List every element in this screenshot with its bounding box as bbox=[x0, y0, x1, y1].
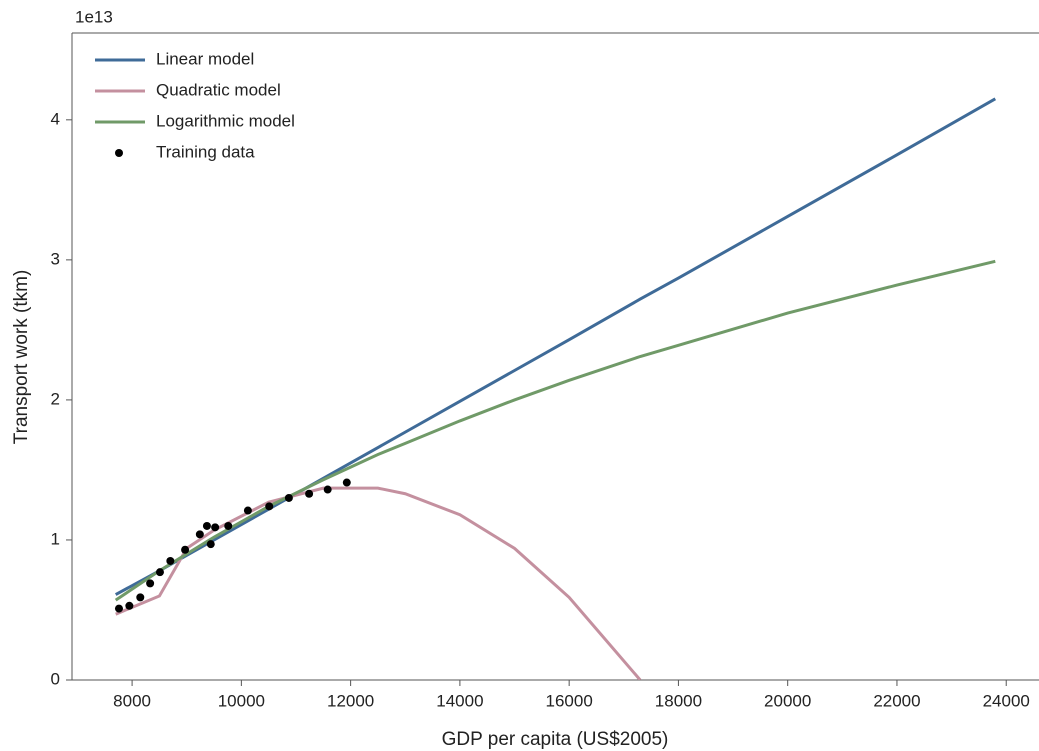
x-tick-label: 16000 bbox=[546, 691, 593, 710]
y-tick-label: 1 bbox=[51, 529, 60, 548]
y-tick-label: 4 bbox=[51, 109, 60, 128]
y-offset-label: 1e13 bbox=[75, 7, 113, 26]
data-point bbox=[181, 545, 190, 554]
data-point bbox=[146, 579, 155, 588]
y-tick-label: 3 bbox=[51, 249, 60, 268]
x-axis-label: GDP per capita (US$2005) bbox=[442, 729, 669, 750]
data-point bbox=[125, 601, 134, 610]
x-tick-label: 18000 bbox=[655, 691, 702, 710]
legend-marker bbox=[115, 149, 123, 157]
legend-label: Training data bbox=[156, 142, 255, 161]
data-point bbox=[195, 530, 204, 539]
y-tick-label: 0 bbox=[51, 669, 60, 688]
data-point bbox=[265, 502, 274, 511]
data-point bbox=[202, 521, 211, 530]
data-point bbox=[284, 493, 293, 502]
data-point bbox=[211, 523, 220, 532]
x-tick-label: 22000 bbox=[873, 691, 920, 710]
data-point bbox=[305, 489, 314, 498]
line bbox=[114, 97, 997, 596]
x-tick-label: 10000 bbox=[218, 691, 265, 710]
legend-label: Quadratic model bbox=[156, 80, 281, 99]
x-tick-label: 24000 bbox=[983, 691, 1030, 710]
y-axis-label: Transport work (tkm) bbox=[11, 270, 32, 445]
data-point bbox=[206, 540, 215, 549]
data-point bbox=[342, 478, 351, 487]
x-tick-label: 20000 bbox=[764, 691, 811, 710]
data-point bbox=[155, 568, 164, 577]
x-tick-label: 8000 bbox=[113, 691, 151, 710]
data-point bbox=[166, 556, 175, 565]
x-tick-label: 14000 bbox=[436, 691, 483, 710]
legend-label: Logarithmic model bbox=[156, 111, 295, 130]
data-point bbox=[136, 593, 145, 602]
y-tick-label: 2 bbox=[51, 389, 60, 408]
line bbox=[115, 486, 642, 680]
x-tick-label: 12000 bbox=[327, 691, 374, 710]
data-point bbox=[323, 485, 332, 494]
data-point bbox=[224, 521, 233, 530]
data-point bbox=[114, 604, 123, 613]
legend-label: Linear model bbox=[156, 49, 254, 68]
data-point bbox=[243, 506, 252, 515]
line bbox=[114, 259, 996, 602]
